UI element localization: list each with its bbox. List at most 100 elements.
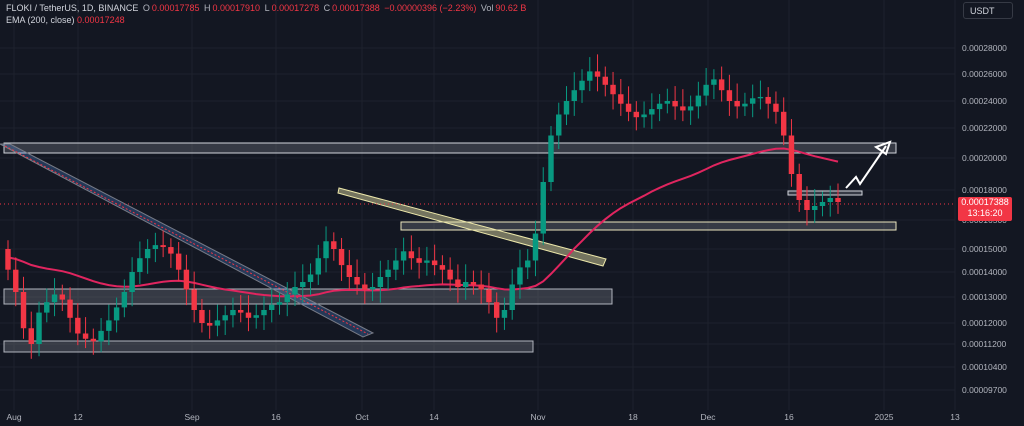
candle-body (664, 101, 671, 104)
candle-body (687, 106, 694, 111)
candle-body (680, 106, 686, 111)
chart-grid (0, 0, 956, 410)
x-tick-label: Aug (6, 412, 21, 422)
candle-body (478, 284, 484, 290)
candle-body (75, 317, 81, 334)
candle-body (501, 310, 508, 318)
change-value: −0.00000396 (−2.23%) (384, 3, 477, 13)
x-tick-label: 12 (73, 412, 83, 422)
price-zone (787, 190, 863, 196)
candle-body (587, 71, 593, 81)
x-tick-label: 16 (271, 412, 281, 422)
candle-body (44, 302, 50, 313)
channel-midline (4, 145, 369, 335)
candle-body (175, 253, 182, 270)
x-tick-label: 14 (429, 412, 439, 422)
y-tick-label: 0.00015000 (962, 244, 1007, 254)
indicator-label: EMA (200, close) (6, 15, 75, 25)
high-value: 0.00017910 (212, 3, 261, 13)
candle-body (408, 251, 415, 259)
candle-body (532, 233, 539, 261)
low-label: L (264, 3, 270, 13)
y-tick-label: 0.00020000 (962, 153, 1007, 163)
candle-body (36, 312, 42, 344)
low-value: 0.00017278 (271, 3, 320, 13)
symbol-title[interactable]: FLOKI / TetherUS, 1D, BINANCE (6, 3, 139, 13)
candle-body (757, 96, 764, 99)
candle-body (812, 206, 818, 210)
candle-body (548, 135, 554, 182)
candle-body (160, 245, 166, 248)
candle-body (672, 101, 678, 107)
candle-body (749, 98, 756, 104)
trendlines (0, 143, 607, 338)
high-label: H (204, 3, 211, 13)
candle-body (284, 294, 290, 303)
indicator-legend[interactable]: EMA (200, close) 0.00017248 (6, 15, 125, 25)
candle-body (788, 135, 795, 174)
close-value: 0.00017388 (332, 3, 380, 13)
candle-body (486, 289, 492, 303)
candle-body (113, 307, 120, 321)
candle-body (13, 269, 19, 292)
candle-body (556, 114, 562, 136)
candle-body (447, 269, 453, 280)
candle-body (780, 111, 787, 136)
currency-button[interactable]: USDT (963, 2, 1013, 19)
candle-body (462, 282, 469, 287)
candle-body (90, 338, 97, 342)
candle-body (354, 277, 360, 285)
candle-body (206, 323, 213, 326)
candle-body (59, 294, 66, 300)
open-label: O (142, 3, 150, 13)
candle-body (819, 202, 826, 206)
candle-body (641, 114, 647, 118)
candle-body (509, 284, 515, 310)
x-tick-label: Dec (700, 412, 716, 422)
y-tick-label: 0.00009700 (962, 385, 1007, 395)
candle-body (742, 103, 748, 107)
y-tick-label: 0.00018000 (962, 185, 1007, 195)
candle-body (338, 249, 345, 266)
volume-value: 90.62 B (495, 3, 527, 13)
candle-body (214, 320, 221, 326)
x-tick-label: Oct (355, 412, 369, 422)
candle-body (571, 90, 577, 101)
arrow-path (845, 145, 887, 189)
candle-body (385, 269, 391, 277)
candle-body (20, 292, 27, 329)
candle-body (393, 260, 399, 270)
current-price-value: 0.00017388 (961, 197, 1009, 207)
candle-body (625, 103, 632, 112)
candle-body (579, 80, 585, 91)
y-tick-label: 0.00013000 (962, 292, 1007, 302)
candle-body (796, 174, 802, 200)
bar-countdown: 13:16:20 (967, 208, 1003, 218)
candle-body (695, 95, 702, 107)
candle-body (703, 84, 709, 96)
candle-body (331, 241, 337, 249)
candle-body (144, 249, 151, 259)
candle-body (773, 103, 779, 112)
y-tick-label: 0.00010400 (962, 362, 1007, 372)
candle-body (734, 101, 740, 107)
candle-body (804, 200, 810, 210)
y-tick-label: 0.00024000 (962, 96, 1007, 106)
candle-body (369, 287, 376, 290)
projection-arrow (845, 140, 892, 189)
candle-body (137, 258, 143, 272)
candle-body (517, 267, 523, 285)
candle-body (362, 284, 368, 290)
current-price-label: 0.00017388 13:16:20 (958, 197, 1012, 221)
y-tick-label: 0.00012000 (962, 318, 1007, 328)
y-tick-label: 0.00022000 (962, 123, 1007, 133)
candle-body (563, 101, 570, 115)
candle-body (183, 269, 190, 290)
y-tick-label: 0.00014000 (962, 267, 1007, 277)
candle-body (431, 260, 438, 266)
candle-body (633, 111, 640, 118)
candle-body (276, 302, 283, 305)
x-tick-label: 2025 (875, 412, 894, 422)
candle-body (67, 299, 73, 318)
